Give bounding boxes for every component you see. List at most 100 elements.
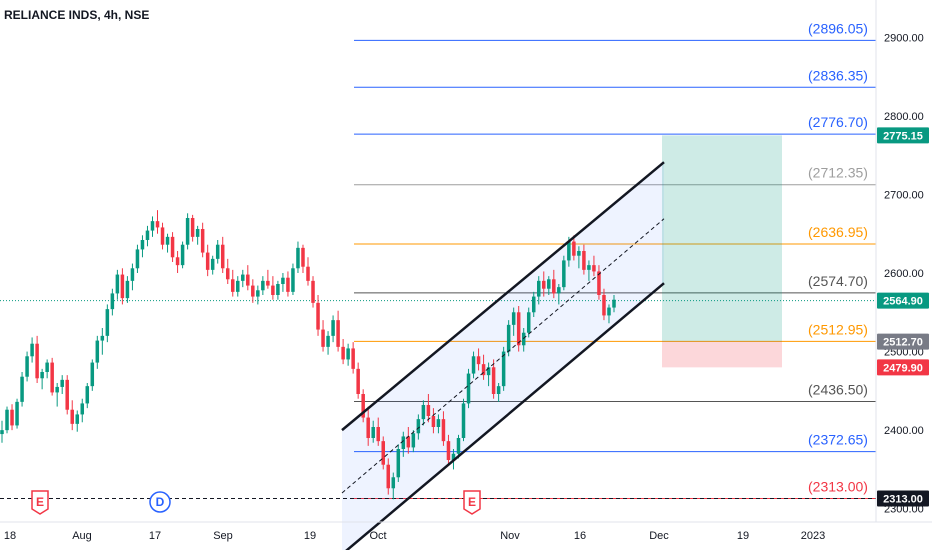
price-tag-label: 2564.90 [883, 296, 923, 308]
candle-body [236, 280, 240, 292]
fib-level-label: (2512.95) [808, 321, 868, 337]
candle-body [496, 386, 501, 394]
candle-body [200, 229, 205, 253]
candle-body [130, 268, 135, 281]
candle-body [105, 309, 110, 336]
event-marker-letter: E [468, 495, 476, 509]
candle-body [607, 307, 611, 316]
earnings-marker-shape [31, 490, 49, 515]
candle-body [65, 379, 69, 410]
background-layer: (2896.05) (2836.35) (2776.70) (2712.35) (263… [0, 20, 876, 550]
candle-body [10, 409, 14, 426]
fib-level-label: (2896.05) [808, 20, 868, 36]
candle-body [562, 260, 566, 288]
candle-body [356, 368, 360, 394]
candle-body [210, 258, 215, 270]
fib-level-label: (2436.50) [808, 381, 868, 397]
candle-body [481, 364, 486, 376]
candle-body [491, 367, 496, 394]
price-tick-label: 2700.00 [884, 189, 924, 201]
price-tick-label: 2600.00 [884, 268, 924, 280]
candle-body [75, 414, 80, 424]
candle-body [246, 274, 250, 286]
candle-body [326, 335, 330, 347]
candle-body [416, 419, 421, 434]
price-tag [877, 333, 929, 350]
candle-body [45, 362, 49, 372]
candle-body [321, 329, 325, 347]
event-marker-letter: D [156, 495, 165, 509]
candle-body [316, 302, 320, 330]
channel-middle-line [341, 218, 665, 494]
candle-body [185, 218, 190, 245]
candle-body [120, 274, 125, 299]
candle-body [175, 257, 180, 266]
candle-body [241, 274, 245, 281]
candle-body [501, 351, 506, 387]
candle-body [536, 280, 541, 297]
candle-body [55, 386, 59, 393]
time-tick-label: 16 [574, 530, 586, 542]
candle-body [341, 346, 345, 360]
candle-body [155, 221, 160, 228]
candle-body [426, 405, 431, 416]
candle-body [381, 441, 386, 465]
candle-body [306, 266, 310, 281]
candle-body [311, 280, 315, 303]
candle-body [336, 320, 340, 347]
candle-body [572, 241, 576, 256]
price-scale-bg [876, 0, 932, 522]
candle-body [35, 343, 39, 379]
candle-body [567, 241, 571, 261]
channel-upper-line [341, 161, 665, 432]
candle-body [557, 287, 561, 294]
candle-body [115, 274, 120, 294]
time-scale: 18 Aug 17 Sep 19 Oct Nov 16 Dec 19 2023 [0, 521, 932, 542]
candle-body [386, 464, 391, 489]
candle-body [100, 335, 105, 341]
price-tick-label: 2400.00 [884, 425, 924, 437]
candle-body [150, 221, 155, 231]
fib-level-label: (2712.35) [808, 165, 868, 181]
candle-body [0, 430, 4, 435]
candle-body [542, 280, 546, 289]
candle-body [506, 324, 511, 352]
candle-body [366, 417, 370, 438]
candle-body [451, 453, 456, 460]
candle-body [145, 230, 150, 240]
price-tag-label: 2512.70 [883, 337, 923, 349]
candle-body [95, 340, 100, 363]
candle-body [486, 367, 491, 376]
candle-body [296, 247, 300, 269]
candle-body [351, 348, 355, 369]
candle-body [180, 244, 185, 266]
candle-body [441, 419, 446, 442]
candle-body [461, 403, 466, 438]
price-tick-label: 2800.00 [884, 111, 924, 123]
candle-body [215, 244, 220, 259]
dividend-marker: D [149, 491, 171, 513]
candle-body [160, 227, 165, 245]
time-tick-label: Sep [213, 530, 233, 542]
candle-body [531, 296, 536, 313]
time-tick-label: Nov [500, 530, 520, 542]
candle-body [552, 279, 556, 294]
fib-level-label: (2313.00) [808, 479, 868, 495]
candle-body [85, 386, 90, 404]
fib-level-label: (2372.65) [808, 432, 868, 448]
candle-body [602, 295, 606, 316]
candle-body [30, 343, 34, 357]
price-scale: 2300.002400.002500.002600.002700.002800.… [875, 0, 932, 522]
candle-body [597, 271, 601, 295]
candle-body [526, 312, 531, 333]
dividend-marker-circle [149, 491, 171, 513]
candle-body [5, 409, 9, 431]
candle-body [20, 376, 24, 402]
candle-body [346, 348, 350, 360]
candle-body [361, 394, 365, 418]
channel-lower-line [345, 282, 665, 550]
candle-body [431, 416, 436, 427]
time-tick-label: 19 [737, 530, 749, 542]
candle-body [421, 405, 426, 420]
